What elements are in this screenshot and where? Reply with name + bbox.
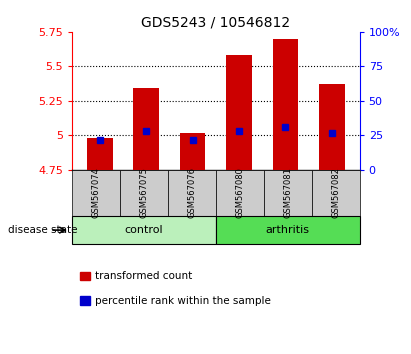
Text: GSM567080: GSM567080 <box>235 167 244 218</box>
Bar <box>87 138 113 170</box>
Bar <box>134 88 159 170</box>
Text: GSM567082: GSM567082 <box>331 167 340 218</box>
Bar <box>180 133 206 170</box>
Text: disease state: disease state <box>8 225 78 235</box>
Text: GSM567081: GSM567081 <box>283 167 292 218</box>
Text: GSM567074: GSM567074 <box>91 167 100 218</box>
Bar <box>226 55 252 170</box>
Text: control: control <box>125 225 163 235</box>
Bar <box>319 84 344 170</box>
Text: percentile rank within the sample: percentile rank within the sample <box>95 296 270 306</box>
Title: GDS5243 / 10546812: GDS5243 / 10546812 <box>141 15 290 29</box>
Text: transformed count: transformed count <box>95 271 192 281</box>
Text: GSM567075: GSM567075 <box>139 167 148 218</box>
Bar <box>272 39 298 170</box>
Text: GSM567076: GSM567076 <box>187 167 196 218</box>
Text: arthritis: arthritis <box>266 225 310 235</box>
